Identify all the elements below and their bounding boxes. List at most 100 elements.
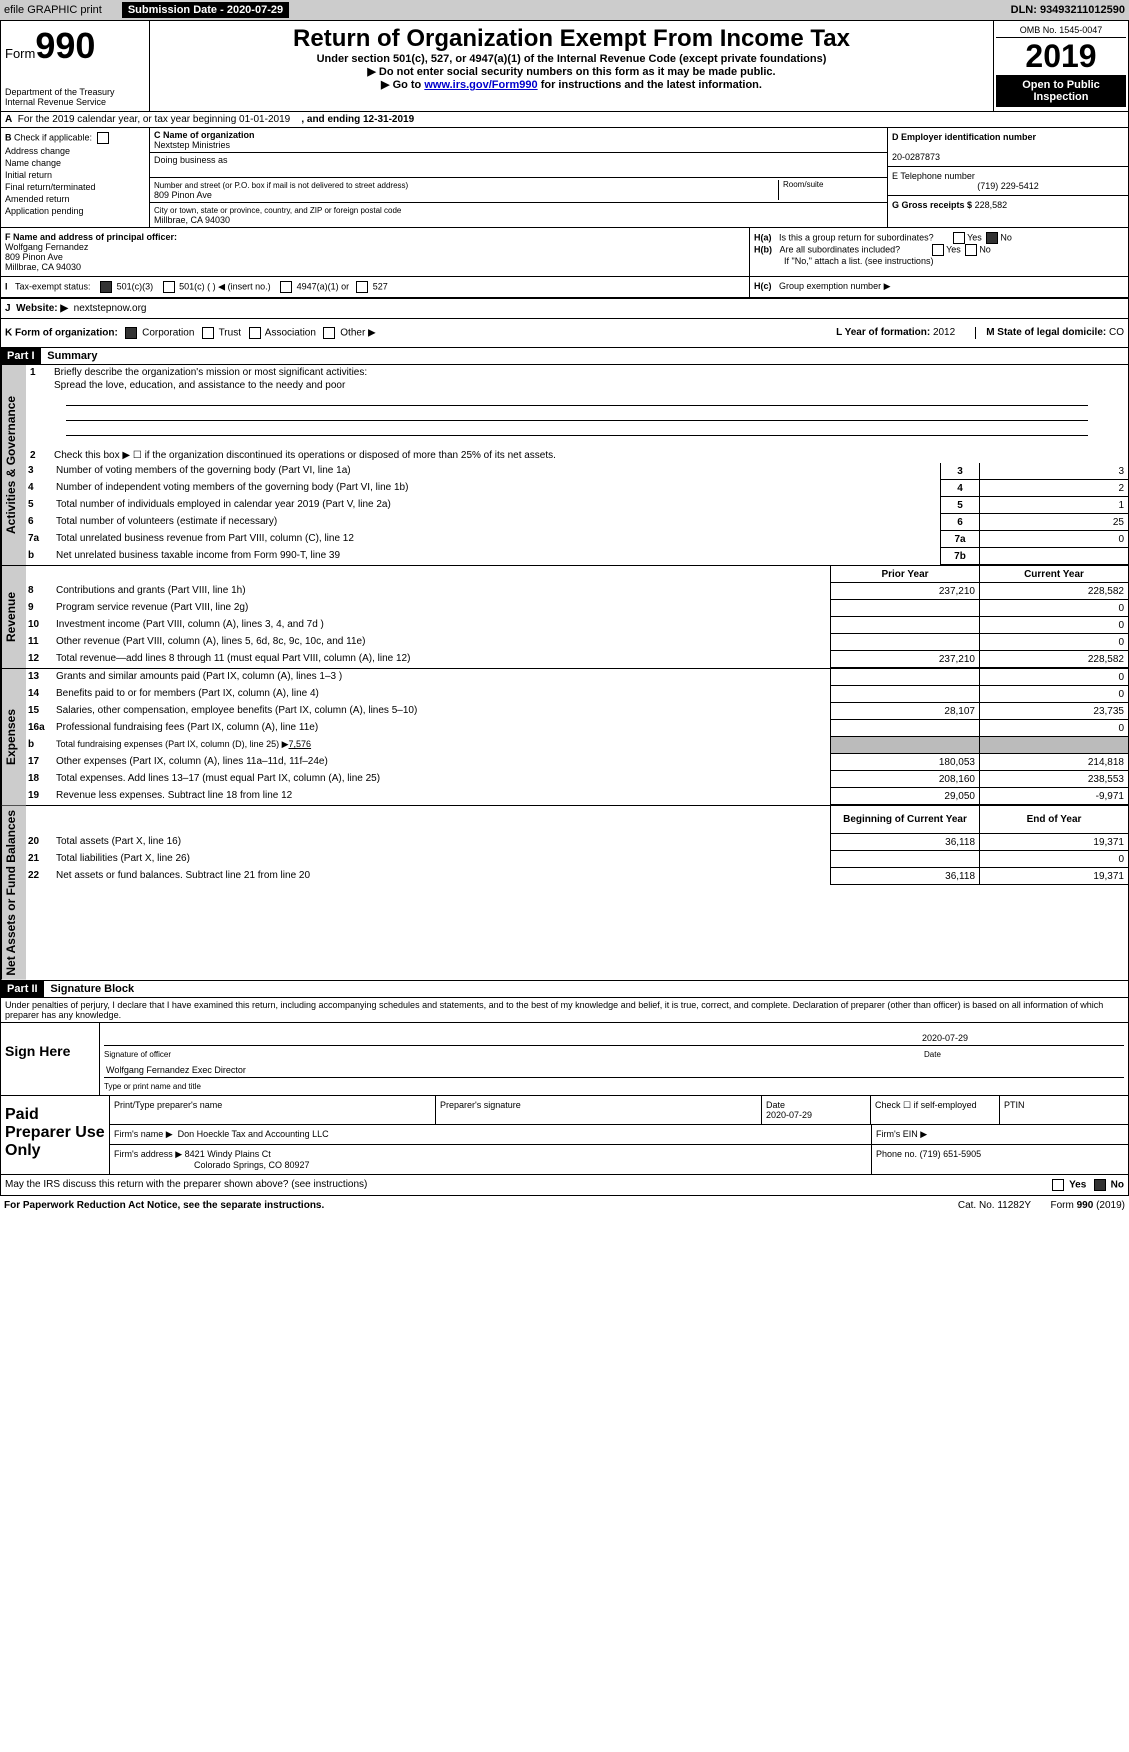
mission-text: Spread the love, education, and assistan…	[26, 380, 1128, 391]
submission-date: Submission Date - 2020-07-29	[122, 2, 289, 18]
val-16ac: 0	[979, 720, 1128, 737]
check-final: Final return/terminated	[5, 182, 145, 192]
val-9c: 0	[979, 600, 1128, 617]
perjury-text: Under penalties of perjury, I declare th…	[1, 998, 1128, 1022]
form-number: Form990	[5, 25, 145, 67]
val-20p: 36,118	[830, 834, 979, 851]
omb-number: OMB No. 1545-0047	[996, 23, 1126, 38]
org-city: Millbrae, CA 94030	[154, 215, 230, 225]
check-address: Address change	[5, 146, 145, 156]
officer-addr1: 809 Pinon Ave	[5, 252, 63, 262]
sig-date: 2020-07-29	[920, 1031, 1124, 1045]
val-15c: 23,735	[979, 703, 1128, 720]
val-10c: 0	[979, 617, 1128, 634]
form-footer: Form 990 (2019)	[1051, 1200, 1125, 1211]
val-12p: 237,210	[830, 651, 979, 668]
val-16b: 7,576	[289, 739, 312, 749]
val-15p: 28,107	[830, 703, 979, 720]
col-d-info: D Employer identification number 20-0287…	[887, 128, 1128, 227]
sign-here-label: Sign Here	[1, 1023, 100, 1095]
firm-addr2: Colorado Springs, CO 80927	[114, 1160, 867, 1170]
officer-addr2: Millbrae, CA 94030	[5, 262, 81, 272]
section-j: J Website: ▶ nextstepnow.org	[0, 299, 1129, 319]
paperwork-notice: For Paperwork Reduction Act Notice, see …	[4, 1200, 324, 1211]
val-18c: 238,553	[979, 771, 1128, 788]
val-12c: 228,582	[979, 651, 1128, 668]
val-21c: 0	[979, 851, 1128, 868]
vlabel-exp: Expenses	[1, 669, 26, 805]
expenses-section: Expenses 13Grants and similar amounts pa…	[0, 669, 1129, 806]
revenue-section: Revenue Prior YearCurrent Year 8Contribu…	[0, 566, 1129, 669]
activities-governance: Activities & Governance 1Briefly describ…	[0, 365, 1129, 566]
org-name: Nextstep Ministries	[154, 140, 230, 150]
val-5: 1	[979, 497, 1128, 514]
ein: 20-0287873	[892, 152, 940, 162]
discuss-row: May the IRS discuss this return with the…	[0, 1175, 1129, 1196]
cat-no: Cat. No. 11282Y	[958, 1200, 1031, 1211]
val-9p	[830, 600, 979, 617]
section-i-j: I Tax-exempt status: 501(c)(3) 501(c) ( …	[0, 277, 1129, 299]
main-info-grid: B Check if applicable: Address change Na…	[0, 128, 1129, 228]
part1-header: Part I	[1, 348, 41, 364]
check-amended: Amended return	[5, 194, 145, 204]
val-17p: 180,053	[830, 754, 979, 771]
officer-name-title: Wolfgang Fernandez Exec Director	[104, 1063, 1124, 1077]
website: nextstepnow.org	[74, 303, 147, 314]
val-7a: 0	[979, 531, 1128, 548]
officer-name: Wolfgang Fernandez	[5, 242, 88, 252]
val-11p	[830, 634, 979, 651]
val-3: 3	[979, 463, 1128, 480]
val-7b	[979, 548, 1128, 565]
check-pending: Application pending	[5, 206, 145, 216]
section-f-h: F Name and address of principal officer:…	[0, 228, 1129, 277]
state-domicile: CO	[1109, 327, 1124, 338]
org-address: 809 Pinon Ave	[154, 190, 212, 200]
year-formation: 2012	[933, 327, 955, 338]
val-8p: 237,210	[830, 583, 979, 600]
val-21p	[830, 851, 979, 868]
firm-addr1: 8421 Windy Plains Ct	[185, 1149, 271, 1159]
val-11c: 0	[979, 634, 1128, 651]
dln: DLN: 93493211012590	[1011, 4, 1125, 16]
form-header: Form990 Department of the Treasury Inter…	[0, 20, 1129, 112]
val-13p	[830, 669, 979, 686]
tax-year: 2019	[996, 38, 1126, 75]
dept-treasury: Department of the Treasury	[5, 87, 145, 97]
subtitle-3: ▶ Go to www.irs.gov/Form990 for instruct…	[154, 78, 989, 91]
irs-label: Internal Revenue Service	[5, 97, 145, 107]
vlabel-gov: Activities & Governance	[1, 365, 26, 565]
val-10p	[830, 617, 979, 634]
section-a: A For the 2019 calendar year, or tax yea…	[0, 112, 1129, 128]
efile-label: efile GRAPHIC print	[4, 4, 102, 16]
val-22c: 19,371	[979, 868, 1128, 885]
open-public: Open to Public Inspection	[996, 75, 1126, 107]
footer: For Paperwork Reduction Act Notice, see …	[0, 1196, 1129, 1215]
subtitle-2: ▶ Do not enter social security numbers o…	[154, 65, 989, 78]
vlabel-rev: Revenue	[1, 566, 26, 668]
prep-date: 2020-07-29	[766, 1110, 812, 1120]
firm-name: Don Hoeckle Tax and Accounting LLC	[178, 1129, 329, 1139]
paid-prep-label: Paid Preparer Use Only	[1, 1096, 109, 1174]
part1-title: Summary	[43, 348, 101, 364]
col-b-checkboxes: B Check if applicable: Address change Na…	[1, 128, 150, 227]
subtitle-1: Under section 501(c), 527, or 4947(a)(1)…	[154, 53, 989, 65]
irs-link[interactable]: www.irs.gov/Form990	[424, 79, 537, 91]
val-19c: -9,971	[979, 788, 1128, 805]
val-14p	[830, 686, 979, 703]
room-suite: Room/suite	[778, 180, 883, 200]
signature-block: Under penalties of perjury, I declare th…	[0, 998, 1129, 1175]
firm-phone: (719) 651-5905	[920, 1149, 982, 1159]
val-17c: 214,818	[979, 754, 1128, 771]
val-20c: 19,371	[979, 834, 1128, 851]
val-22p: 36,118	[830, 868, 979, 885]
val-16ap	[830, 720, 979, 737]
top-bar: efile GRAPHIC print Submission Date - 20…	[0, 0, 1129, 20]
val-13c: 0	[979, 669, 1128, 686]
check-namechange: Name change	[5, 158, 145, 168]
check-initial: Initial return	[5, 170, 145, 180]
part2-title: Signature Block	[46, 981, 138, 997]
val-18p: 208,160	[830, 771, 979, 788]
section-k-l-m: K Form of organization: Corporation Trus…	[0, 319, 1129, 348]
gross-receipts: 228,582	[975, 200, 1008, 210]
form-title: Return of Organization Exempt From Incom…	[154, 25, 989, 53]
